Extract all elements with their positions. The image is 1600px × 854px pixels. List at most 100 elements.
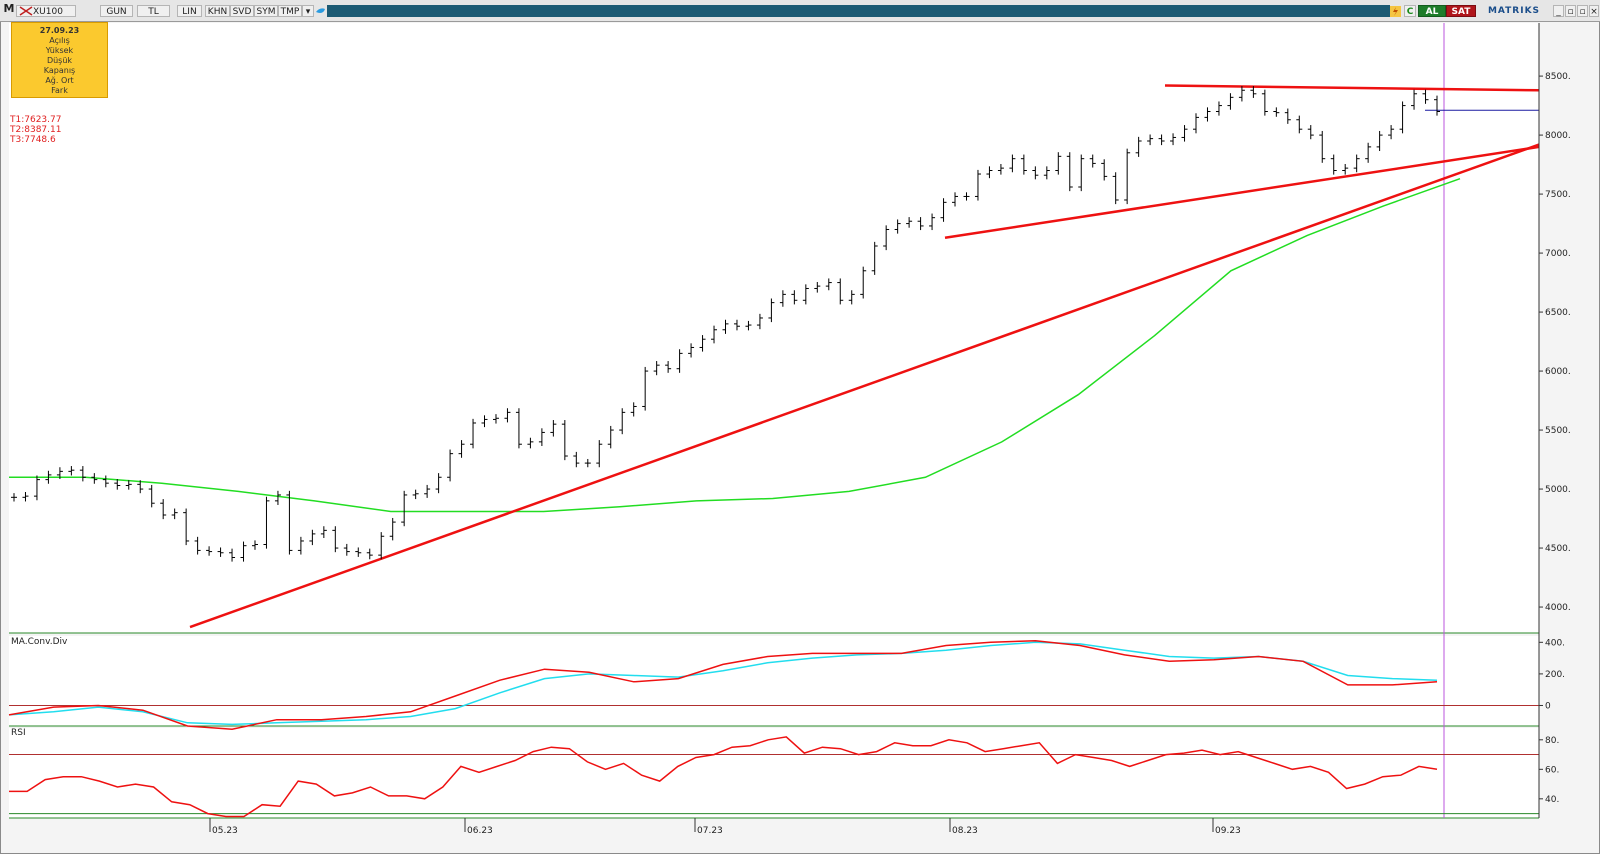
price-bar [997, 163, 1004, 175]
price-axis-label: 4500. [1545, 544, 1571, 554]
price-bar [1273, 107, 1280, 117]
price-bar [952, 192, 959, 207]
price-bar [768, 298, 775, 323]
price-bar [447, 449, 454, 482]
price-bar [1422, 89, 1429, 104]
price-bar [251, 540, 258, 550]
close-button[interactable]: × [1589, 5, 1599, 17]
price-axis-label: 8500. [1545, 72, 1571, 82]
close-icon[interactable] [19, 6, 33, 16]
price-bar [630, 402, 637, 417]
price-bar [412, 489, 419, 500]
price-bar [458, 440, 465, 458]
price-bar [194, 536, 201, 555]
price-bar [274, 490, 281, 505]
price-bar [33, 475, 40, 501]
minimize-button[interactable]: _ [1553, 5, 1564, 17]
price-bar [837, 278, 844, 305]
sym-button[interactable]: SYM [254, 5, 278, 17]
price-bar [538, 428, 545, 446]
macd-axis-label: 200. [1545, 670, 1565, 680]
info-high: Yüksek [45, 46, 74, 55]
price-bar [366, 548, 373, 560]
price-bar [1284, 108, 1291, 124]
price-bar [1020, 154, 1027, 175]
price-bar [481, 415, 488, 428]
trend-support-line [189, 143, 1540, 629]
price-bar [286, 490, 293, 555]
x-axis-label: 06.23 [467, 826, 493, 836]
price-bar [320, 526, 327, 539]
price-bar [91, 473, 98, 484]
price-bar [1112, 172, 1119, 205]
price-bar [676, 349, 683, 373]
price-bar [573, 451, 580, 468]
price-bar [1238, 86, 1245, 102]
price-bar [1032, 166, 1039, 180]
price-bar [814, 281, 821, 293]
price-bar [240, 541, 247, 562]
price-bar [160, 499, 167, 520]
refresh-icon[interactable]: C [1404, 5, 1416, 17]
x-axis-label: 08.23 [952, 826, 978, 836]
title-strip [327, 5, 1390, 17]
price-bar [986, 166, 993, 179]
price-bar [722, 319, 729, 334]
menu-icon[interactable]: M [3, 2, 15, 15]
linear-button[interactable]: LIN [177, 5, 202, 17]
price-bar [1388, 125, 1395, 140]
x-axis-label: 09.23 [1215, 826, 1241, 836]
price-bar [229, 548, 236, 562]
price-bar [1399, 101, 1406, 134]
price-bar [1261, 89, 1268, 116]
lightning-icon[interactable] [1390, 6, 1401, 17]
price-bar [802, 284, 809, 305]
price-bar [332, 526, 339, 553]
price-bar [11, 493, 17, 502]
price-bar [1434, 95, 1440, 116]
rsi-axis-label: 80. [1545, 736, 1559, 746]
currency-button[interactable]: TL [137, 5, 170, 17]
price-bar [355, 547, 362, 557]
price-bar [183, 508, 190, 546]
svd-button[interactable]: SVD [230, 5, 254, 17]
price-bar [1307, 125, 1314, 140]
price-bar [102, 475, 109, 488]
khn-button[interactable]: KHN [205, 5, 230, 17]
price-bar [745, 320, 752, 331]
tmp-button[interactable]: TMP [278, 5, 302, 17]
sell-button[interactable]: SAT [1446, 5, 1476, 17]
price-bar [1342, 163, 1349, 175]
price-bar [424, 484, 431, 498]
price-bar [906, 217, 913, 228]
rsi-axis-label: 60. [1545, 765, 1559, 775]
price-bar [125, 480, 132, 490]
info-date: 27.09.23 [39, 26, 80, 35]
restore-button-2[interactable]: ▫ [1577, 5, 1588, 17]
price-bar [688, 343, 695, 358]
price-bar [665, 361, 672, 373]
macd-axis-label: 400. [1545, 638, 1565, 648]
price-bar [309, 529, 316, 546]
price-bar [1078, 154, 1085, 192]
period-button[interactable]: GUN [100, 5, 133, 17]
price-bar [148, 484, 155, 508]
price-bar [917, 217, 924, 231]
price-bar [883, 225, 890, 251]
price-bar [504, 408, 511, 423]
ohlc-info-box: 27.09.23 Açılış Yüksek Düşük Kapanış Ağ.… [11, 22, 108, 98]
buy-button[interactable]: AL [1418, 5, 1446, 17]
bird-icon[interactable] [315, 6, 326, 17]
price-bar [435, 473, 442, 494]
price-bar [619, 408, 626, 435]
price-bar [1411, 89, 1418, 110]
restore-button[interactable]: ▫ [1565, 5, 1576, 17]
chevron-down-icon[interactable]: ▾ [302, 5, 314, 17]
x-axis-label: 07.23 [697, 826, 723, 836]
price-bar [1204, 107, 1211, 122]
price-bar [1124, 148, 1131, 205]
price-bar [848, 290, 855, 305]
price-axis-label: 6500. [1545, 308, 1571, 318]
price-bar [45, 470, 52, 484]
